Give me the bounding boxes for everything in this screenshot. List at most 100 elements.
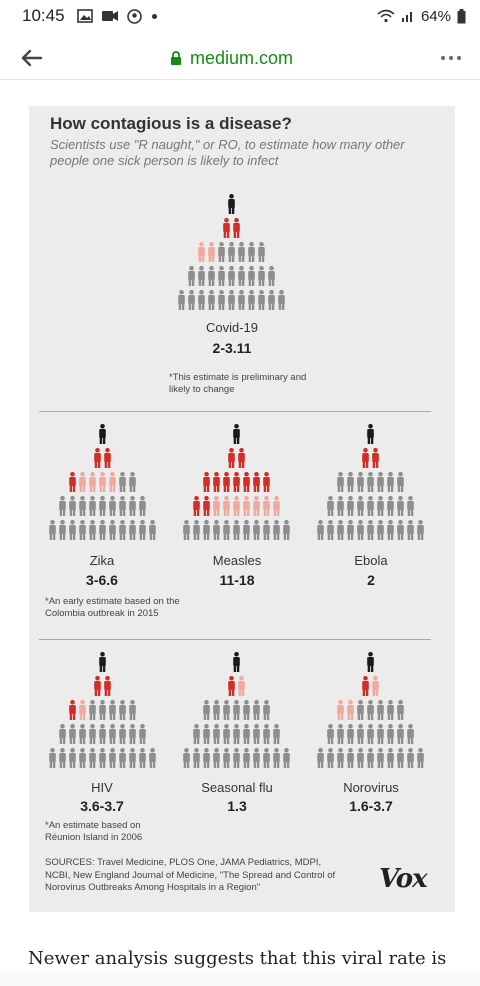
person-figure	[223, 495, 230, 516]
person-figure	[183, 747, 190, 768]
person-figure	[129, 699, 136, 720]
person-figure	[109, 699, 116, 720]
person-figure	[253, 747, 260, 768]
person-figure	[89, 495, 96, 516]
person-figure	[213, 747, 220, 768]
person-figure	[139, 519, 146, 540]
person-figure	[362, 675, 369, 696]
person-figure	[213, 471, 220, 492]
person-figure	[248, 265, 255, 286]
person-figure	[188, 289, 195, 310]
person-figure	[397, 747, 404, 768]
person-figure	[218, 241, 225, 262]
person-figure	[109, 519, 116, 540]
pictogram-hiv	[49, 652, 156, 768]
person-figure	[417, 519, 424, 540]
person-figure	[268, 289, 275, 310]
more-dot-icon	[457, 56, 461, 60]
person-figure	[337, 747, 344, 768]
person-figure	[367, 424, 374, 444]
person-figure	[228, 447, 235, 468]
browser-toolbar: medium.com	[0, 36, 480, 80]
person-figure	[253, 519, 260, 540]
status-time: 10:45	[22, 6, 65, 25]
person-figure	[99, 747, 106, 768]
person-figure	[119, 519, 126, 540]
url-text: medium.com	[190, 47, 294, 68]
person-figure	[208, 241, 215, 262]
person-figure	[79, 747, 86, 768]
person-figure	[193, 723, 200, 744]
person-figure	[258, 265, 265, 286]
person-figure	[243, 723, 250, 744]
person-figure	[253, 471, 260, 492]
person-figure	[203, 699, 210, 720]
person-figure	[99, 723, 106, 744]
person-figure	[149, 747, 156, 768]
person-figure	[238, 241, 245, 262]
status-bar: 10:45 64%	[0, 0, 480, 32]
person-figure	[104, 675, 111, 696]
person-figure	[223, 723, 230, 744]
person-figure	[228, 194, 235, 214]
person-figure	[109, 747, 116, 768]
person-figure	[238, 675, 245, 696]
disease-r0-norovirus: 1.6-3.7	[349, 798, 393, 814]
person-figure	[397, 723, 404, 744]
person-figure	[367, 495, 374, 516]
person-figure	[228, 241, 235, 262]
person-figure	[198, 241, 205, 262]
video-icon	[101, 11, 118, 21]
disease-name-seasonal-flu: Seasonal flu	[201, 780, 273, 795]
person-figure	[183, 519, 190, 540]
person-figure	[372, 675, 379, 696]
disease-name-norovirus: Norovirus	[343, 780, 399, 795]
person-figure	[213, 519, 220, 540]
person-figure	[188, 265, 195, 286]
person-figure	[213, 699, 220, 720]
back-button[interactable]	[18, 44, 46, 72]
person-figure	[253, 723, 260, 744]
pictogram-measles	[183, 424, 290, 540]
person-figure	[357, 747, 364, 768]
person-figure	[387, 471, 394, 492]
more-options-button[interactable]	[436, 46, 466, 70]
person-figure	[243, 747, 250, 768]
person-figure	[238, 265, 245, 286]
person-figure	[89, 723, 96, 744]
person-figure	[387, 699, 394, 720]
person-figure	[367, 652, 374, 672]
person-figure	[129, 495, 136, 516]
person-figure	[377, 723, 384, 744]
person-figure	[357, 723, 364, 744]
person-figure	[119, 495, 126, 516]
person-figure	[387, 519, 394, 540]
disease-name-measles: Measles	[212, 553, 262, 568]
person-figure	[213, 723, 220, 744]
person-figure	[377, 495, 384, 516]
disease-name-ebola: Ebola	[354, 553, 388, 568]
person-figure	[223, 519, 230, 540]
person-figure	[89, 519, 96, 540]
disease-r0-zika: 3-6.6	[86, 572, 118, 588]
person-figure	[99, 519, 106, 540]
person-figure	[337, 699, 344, 720]
person-figure	[347, 519, 354, 540]
person-figure	[347, 723, 354, 744]
lock-icon	[171, 50, 181, 65]
person-figure	[89, 471, 96, 492]
person-figure	[193, 495, 200, 516]
person-figure	[347, 699, 354, 720]
person-figure	[139, 747, 146, 768]
person-figure	[238, 447, 245, 468]
person-figure	[213, 495, 220, 516]
address-bar[interactable]: medium.com	[170, 44, 293, 72]
person-figure	[357, 699, 364, 720]
person-figure	[198, 265, 205, 286]
person-figure	[94, 447, 101, 468]
person-figure	[203, 747, 210, 768]
person-figure	[79, 519, 86, 540]
person-figure	[397, 519, 404, 540]
person-figure	[243, 519, 250, 540]
person-figure	[59, 747, 66, 768]
